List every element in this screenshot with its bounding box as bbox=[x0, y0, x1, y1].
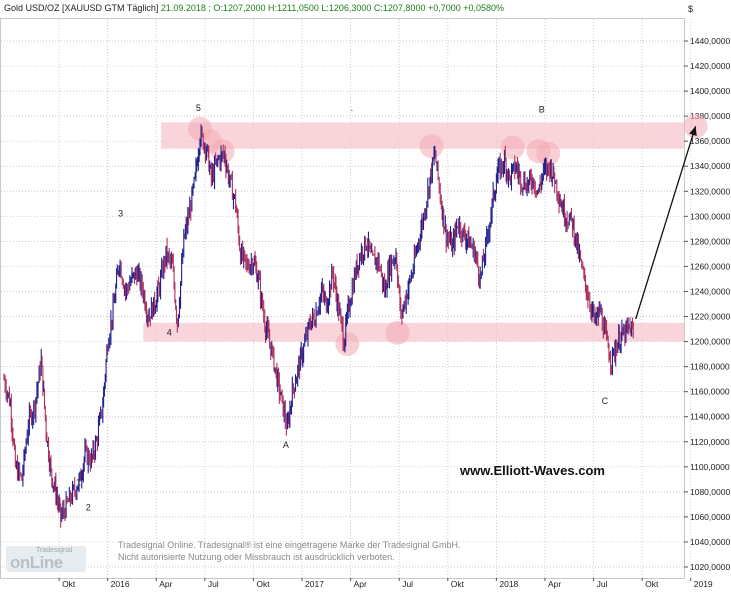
highlight-circle bbox=[500, 135, 525, 160]
copyright-line-2: Nicht autorisierte Nutzung oder Missbrau… bbox=[118, 552, 395, 562]
wave-label-B: B bbox=[539, 104, 545, 114]
y-tick-label: 1040,0000 bbox=[690, 537, 730, 547]
currency-label: $ bbox=[688, 4, 693, 14]
y-tick-label: 1100,0000 bbox=[690, 462, 730, 472]
y-tick-label: 1340,0000 bbox=[690, 161, 730, 171]
x-tick-label: Okt bbox=[62, 579, 76, 589]
price-zone-2 bbox=[143, 322, 684, 342]
plot-frame bbox=[0, 18, 685, 579]
y-tick-label: 1420,0000 bbox=[690, 61, 730, 71]
y-tick-label: 1400,0000 bbox=[690, 86, 730, 96]
y-tick-label: 1020,0000 bbox=[690, 562, 730, 572]
wave-label-5: 5 bbox=[196, 103, 201, 113]
x-tick-label: Jul bbox=[208, 579, 219, 589]
x-tick-label: Okt bbox=[451, 579, 465, 589]
y-tick-label: 1220,0000 bbox=[690, 312, 730, 322]
copyright-notice: Tradesignal Online. Tradesignal® ist ein… bbox=[118, 539, 460, 563]
logo-background bbox=[6, 546, 86, 572]
symbol-label: Gold USD/OZ [XAUUSD GTM Täglich] bbox=[4, 3, 159, 13]
y-tick-label: 1200,0000 bbox=[690, 337, 730, 347]
highlight-circle bbox=[683, 114, 708, 139]
x-tick-label: Okt bbox=[256, 579, 270, 589]
wave-label-2: 2 bbox=[86, 503, 91, 513]
y-tick-label: 1160,0000 bbox=[690, 387, 730, 397]
wave-label-4: 4 bbox=[167, 327, 172, 337]
x-tick-label: Apr bbox=[159, 579, 172, 589]
x-tick-label: 2016 bbox=[111, 579, 130, 589]
x-tick-label: Jul bbox=[402, 579, 413, 589]
wave-label-1: 1 bbox=[76, 478, 81, 488]
x-tick-label: 2019 bbox=[694, 579, 713, 589]
highlight-circle bbox=[536, 141, 561, 166]
wave-label-3: 3 bbox=[118, 208, 123, 218]
logo-main-text: onLine bbox=[10, 553, 63, 572]
ohlc-readout: 21.09.2018 ; O:1207,2000 H:1211,0500 L:1… bbox=[160, 3, 505, 13]
y-tick-label: 1360,0000 bbox=[690, 136, 730, 146]
watermark: www.Elliott-Waves.com bbox=[460, 463, 605, 478]
y-tick-label: 1180,0000 bbox=[690, 362, 730, 372]
projection-arrowhead bbox=[689, 126, 697, 136]
tradesignal-logo: Tradesignal onLine bbox=[6, 546, 86, 572]
copyright-line-1: Tradesignal Online. Tradesignal® ist ein… bbox=[118, 540, 461, 550]
small-marker: . bbox=[351, 103, 354, 113]
x-tick-label: Okt bbox=[645, 579, 659, 589]
projection-arrow bbox=[635, 125, 697, 320]
x-tick-label: 2017 bbox=[305, 579, 324, 589]
y-tick-label: 1300,0000 bbox=[690, 211, 730, 221]
x-tick-label: 2018 bbox=[499, 579, 518, 589]
y-tick-label: 1280,0000 bbox=[690, 236, 730, 246]
wave-label-A: A bbox=[283, 440, 289, 450]
y-tick-label: 1240,0000 bbox=[690, 286, 730, 296]
y-tick-label: 1120,0000 bbox=[690, 437, 730, 447]
chart-header: Gold USD/OZ [XAUUSD GTM Täglich] 21.09.2… bbox=[4, 3, 504, 13]
y-tick-label: 1320,0000 bbox=[690, 186, 730, 196]
y-tick-label: 1380,0000 bbox=[690, 111, 730, 121]
y-tick-label: 1260,0000 bbox=[690, 261, 730, 271]
highlight-circle bbox=[335, 332, 360, 357]
highlight-circle bbox=[385, 320, 410, 345]
y-tick-label: 1140,0000 bbox=[690, 412, 730, 422]
y-tick-label: 1060,0000 bbox=[690, 512, 730, 522]
x-tick-label: Apr bbox=[354, 579, 367, 589]
x-tick-label: Apr bbox=[548, 579, 561, 589]
y-tick-label: 1080,0000 bbox=[690, 487, 730, 497]
highlight-circle bbox=[419, 134, 444, 159]
y-tick-label: 1440,0000 bbox=[690, 36, 730, 46]
wave-label-C: C bbox=[602, 396, 609, 406]
x-tick-label: Jul bbox=[597, 579, 608, 589]
logo-small-text: Tradesignal bbox=[36, 547, 73, 554]
